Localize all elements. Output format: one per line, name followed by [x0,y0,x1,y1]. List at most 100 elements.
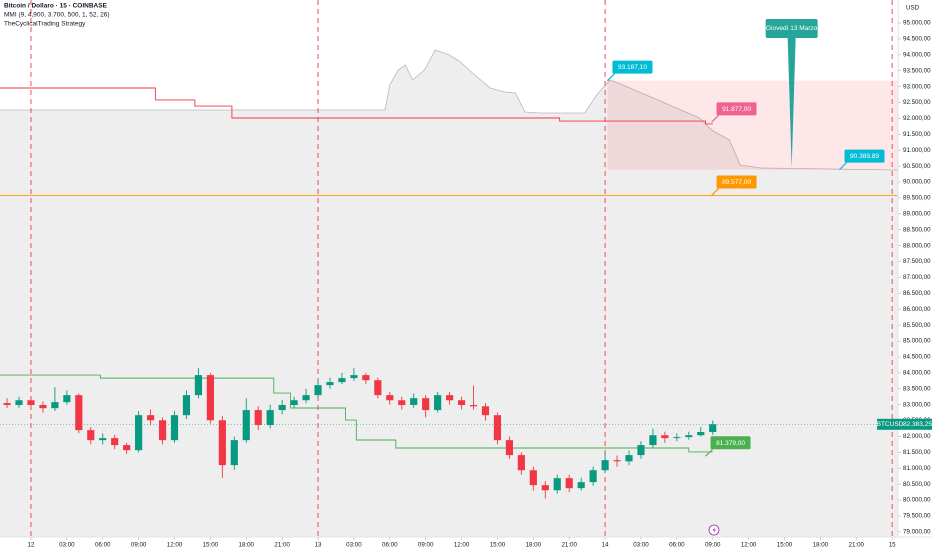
candle-body [182,395,191,416]
candle-body [218,420,226,466]
y-tick-label: 84.000,00 [903,370,931,377]
y-tick-label: 91.000,00 [903,147,931,154]
y-tick-label: 85.500,00 [903,322,931,329]
x-tick-label: 14 [602,542,609,549]
candle-body [170,415,179,441]
candle-body [158,420,167,441]
annotation-box [765,19,818,38]
last-price-symbol-box [877,418,903,430]
last-price-box [903,418,932,430]
candle-body [338,378,346,383]
candle-body [278,405,286,411]
band-area [0,50,898,537]
candle-body [565,478,573,489]
marker-label: 89.577,00 [722,179,751,186]
candle-body [517,455,525,471]
x-tick-label: 18:00 [239,542,255,549]
candle-body [434,395,442,411]
y-tick-label: 86.500,00 [903,290,931,297]
x-tick-label: 21:00 [274,542,290,549]
candle-body [541,485,549,491]
x-tick-label: 15:00 [777,542,793,549]
y-tick-label: 92.000,00 [903,115,931,122]
candle-body [493,415,502,441]
indicator-line [0,374,713,453]
y-tick-label: 91.500,00 [903,131,931,138]
indicator-line [0,87,713,125]
y-tick-label: 86.000,00 [903,306,931,313]
candle-body [194,375,203,396]
y-tick-label: 83.000,00 [903,401,931,408]
candle-body [314,385,322,396]
candle-body [146,415,155,421]
candle-body [589,470,597,483]
candle-body [87,430,95,441]
candle-body [709,424,717,433]
candle-body [362,375,370,381]
last-price-symbol: BTCUSD [877,421,904,428]
candle-body [326,382,334,386]
candle-body [410,398,418,406]
x-tick-label: 12:00 [454,542,470,549]
y-tick-label: 93.500,00 [903,67,931,74]
y-tick-label: 81.500,00 [903,449,931,456]
x-tick-label: 18:00 [526,542,542,549]
x-tick-label: 03:00 [633,542,649,549]
candle-body [577,482,585,489]
x-tick-label: 13 [315,542,322,549]
candle-body [673,437,681,439]
marker-pointer [607,73,615,82]
candle-body [374,380,382,396]
y-tick-label: 85.000,00 [903,338,931,345]
y-tick-label: 89.000,00 [903,210,931,217]
candle-body [469,405,478,407]
x-tick-label: 03:00 [346,542,362,549]
overlay: 93.187,10 91.877,00 90.389,89 89.577,00 81.3… [607,19,932,457]
y-tick-label: 87.500,00 [903,258,931,265]
marker-label: 93.187,10 [618,64,647,71]
chart-title: Bitcoin / Dollaro · 15 · COINBASE [4,3,108,10]
y-tick-label: 89.500,00 [903,195,931,202]
x-tick-label: 06:00 [95,542,111,549]
candle-body [697,432,705,436]
y-tick-label: 80.000,00 [903,497,931,504]
candle-body [254,410,262,426]
candle-body [649,435,657,446]
marker-label: 81.379,00 [716,440,745,447]
x-tick-label: 15 [889,542,896,549]
indicator-label: MMI (9, 4,900, 3.700, 500, 1, 52, 26) [4,12,110,19]
marker-box [716,102,757,116]
candle-body [99,438,107,441]
x-tick-label: 21:00 [561,542,577,549]
event-icon-bolt [712,527,716,533]
y-tick-label: 95.000,00 [903,20,931,27]
x-tick-label: 09:00 [131,542,147,549]
x-tick-label: 15:00 [203,542,219,549]
x-tick-label: 09:00 [705,542,721,549]
candle-body [230,440,238,466]
marker-box [716,175,757,189]
candle-body [601,460,609,471]
y-tick-label: 80.500,00 [903,481,931,488]
candle-body [685,435,693,438]
candle-body [290,400,298,406]
y-tick-label: 90.000,00 [903,179,931,186]
x-tick-label: 06:00 [669,542,685,549]
candle-body [422,398,430,411]
candle-body [529,470,537,486]
axis-unit: USD [906,5,920,12]
y-tick-label: 87.000,00 [903,274,931,281]
candle-body [386,395,394,401]
y-tick-label: 79.000,00 [903,529,931,536]
candle-body [123,445,131,451]
band-line [0,49,898,171]
candle-body [135,415,143,451]
annotation-text: Giovedì 13 Marzo [766,25,818,32]
marker-box [612,60,653,74]
candle-body [75,395,83,431]
candle-body [51,402,59,409]
marker-box [844,149,885,163]
marker-label: 91.877,00 [722,106,751,113]
candle-body [27,400,35,406]
